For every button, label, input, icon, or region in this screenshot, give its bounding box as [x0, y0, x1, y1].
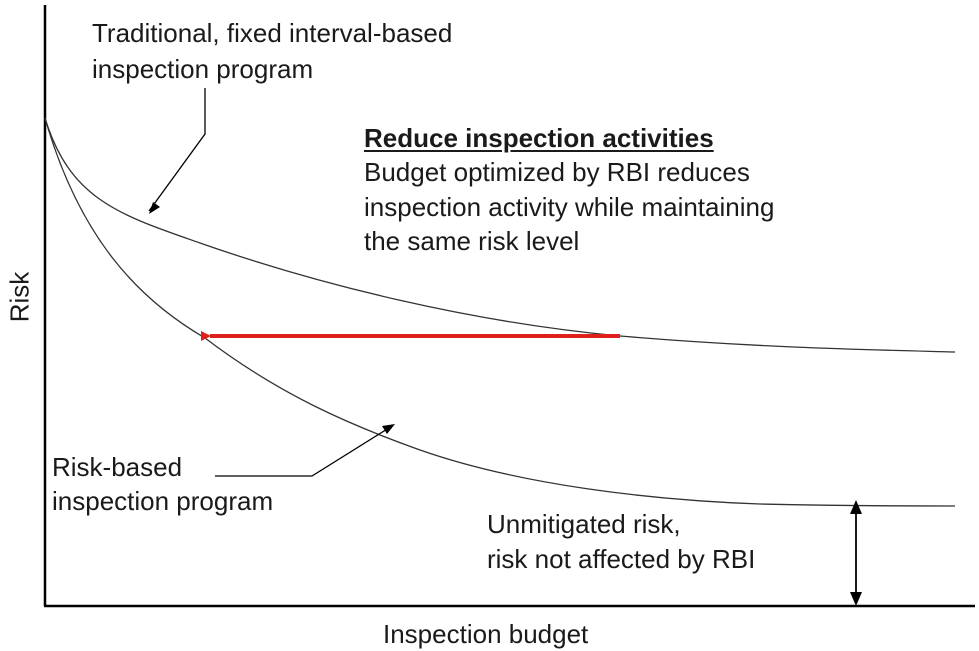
rbi-pointer — [215, 425, 393, 477]
traditional-label-line2: inspection program — [92, 54, 314, 84]
traditional-pointer-head — [149, 202, 160, 214]
reduce-note-line2: inspection activity while maintaining — [364, 192, 775, 222]
rbi-label-line2: inspection program — [52, 486, 274, 516]
traditional-curve — [44, 117, 956, 353]
rbi-curve — [44, 117, 956, 507]
reduce-note-line1: Budget optimized by RBI reduces — [364, 157, 750, 187]
rbi-label-line1: Risk-based — [52, 452, 183, 482]
rbi-pointer-head — [382, 424, 395, 434]
x-axis-label: Inspection budget — [383, 619, 589, 649]
unmitigated-note-line2: risk not affected by RBI — [487, 544, 756, 574]
traditional-pointer — [148, 88, 206, 212]
unmitigated-arrow-top — [850, 500, 862, 514]
reduce-note-line3: the same risk level — [364, 226, 580, 256]
y-axis-label: Risk — [4, 271, 35, 323]
unmitigated-note-line1: Unmitigated risk, — [487, 509, 681, 539]
reduce-note-title: Reduce inspection activities — [364, 123, 714, 153]
unmitigated-arrow-bottom — [850, 592, 862, 606]
traditional-label-line1: Traditional, fixed interval-based — [92, 18, 453, 48]
